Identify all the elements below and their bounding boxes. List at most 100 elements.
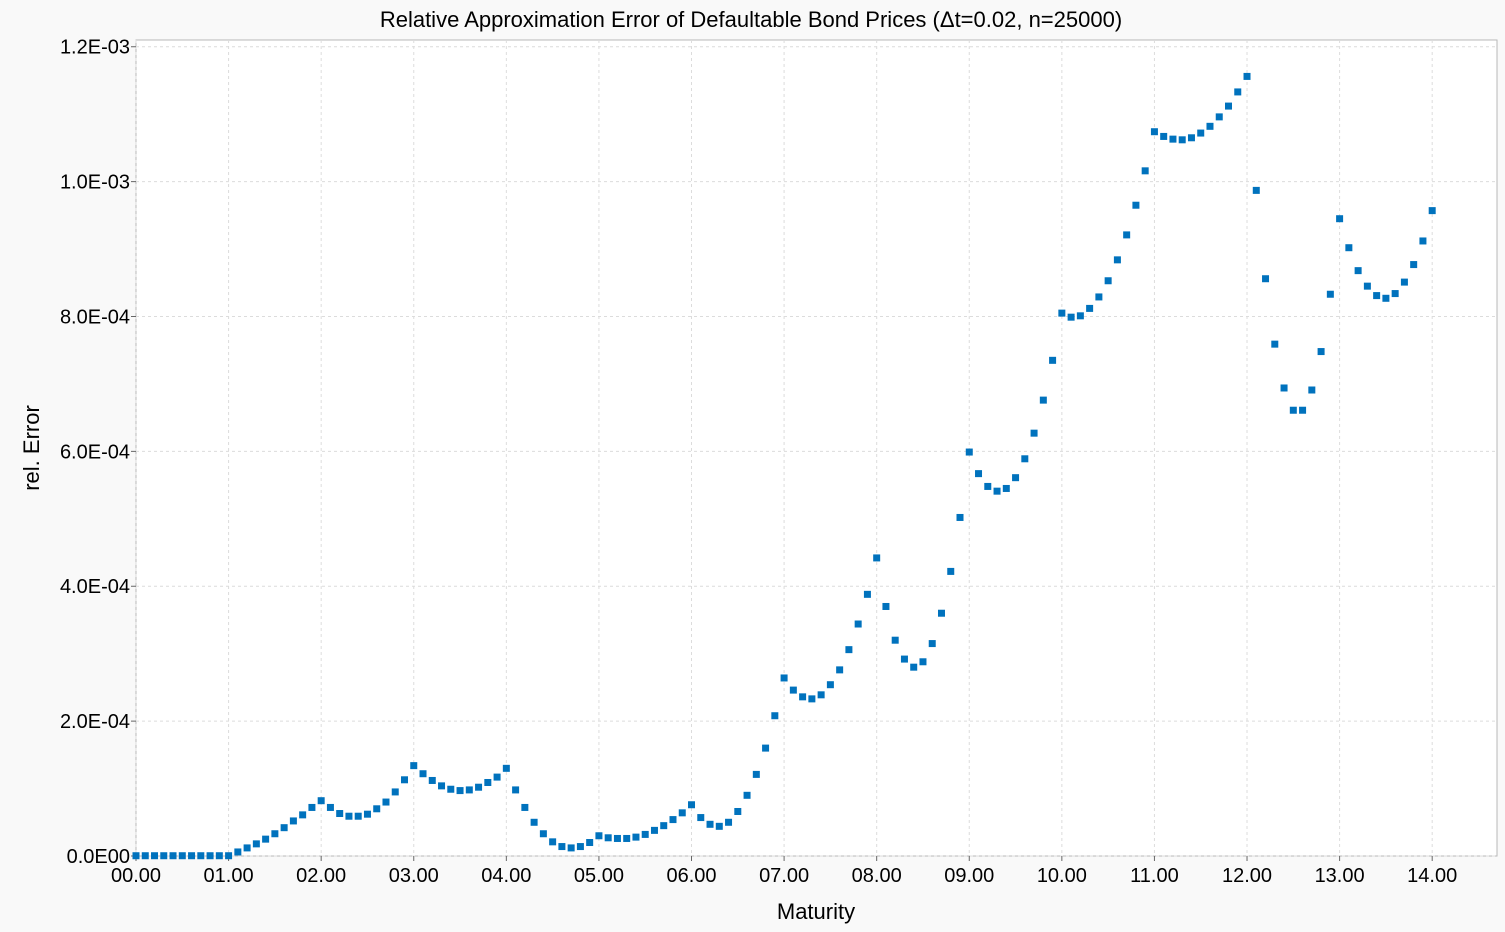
data-point xyxy=(1289,406,1297,414)
data-point xyxy=(512,786,520,794)
data-point xyxy=(475,783,483,791)
data-point xyxy=(280,824,288,832)
data-point xyxy=(271,830,279,838)
data-point xyxy=(1132,201,1140,209)
data-point xyxy=(1012,474,1020,482)
data-point xyxy=(1262,275,1270,283)
data-point xyxy=(808,695,816,703)
data-point xyxy=(1067,313,1075,321)
y-axis: 0.0E00 2.0E-04 4.0E-04 6.0E-04 8.0E-04 1.0E-0… xyxy=(60,37,136,868)
x-tick-label: 03.00 xyxy=(389,865,439,887)
data-point xyxy=(1215,113,1223,121)
data-point xyxy=(613,834,621,842)
data-point xyxy=(1428,207,1436,215)
data-point xyxy=(493,773,501,781)
data-point xyxy=(1169,135,1177,143)
x-tick-label: 13.00 xyxy=(1315,865,1365,887)
data-point xyxy=(660,822,668,830)
y-tick-label: 2.0E-04 xyxy=(60,711,130,733)
data-point xyxy=(1419,237,1427,245)
data-point xyxy=(1002,484,1010,492)
data-point xyxy=(382,798,390,806)
data-point xyxy=(1187,134,1195,142)
data-point xyxy=(1058,309,1066,317)
x-axis-label: Maturity xyxy=(777,899,855,924)
data-point xyxy=(1326,290,1334,298)
data-point xyxy=(317,797,325,805)
data-point xyxy=(1400,278,1408,286)
data-point xyxy=(1234,88,1242,96)
data-point xyxy=(549,838,557,846)
data-point xyxy=(410,762,418,770)
data-point xyxy=(354,812,362,820)
data-point xyxy=(252,840,260,848)
x-tick-label: 14.00 xyxy=(1407,865,1457,887)
data-point xyxy=(447,785,455,793)
x-tick-label: 08.00 xyxy=(852,865,902,887)
x-axis: 00.00 01.00 02.00 03.00 04.00 05.00 06.00 07.00… xyxy=(111,856,1457,887)
data-point xyxy=(206,852,214,860)
data-point xyxy=(188,852,196,860)
data-point xyxy=(363,810,371,818)
data-point xyxy=(752,770,760,778)
data-point xyxy=(539,830,547,838)
data-point xyxy=(956,513,964,521)
y-axis-label: rel. Error xyxy=(19,405,44,491)
data-point xyxy=(1160,132,1168,140)
data-point xyxy=(502,764,510,772)
x-tick-label: 07.00 xyxy=(759,865,809,887)
data-point xyxy=(1336,215,1344,223)
data-point xyxy=(160,852,168,860)
data-point xyxy=(1308,386,1316,394)
chart-title: Relative Approximation Error of Defaulta… xyxy=(380,7,1122,32)
x-tick-label: 04.00 xyxy=(481,865,531,887)
data-point xyxy=(262,835,270,843)
y-tick-label: 1.2E-03 xyxy=(60,37,130,59)
y-tick-label: 6.0E-04 xyxy=(60,441,130,463)
data-point xyxy=(762,744,770,752)
data-point xyxy=(1113,256,1121,264)
data-point xyxy=(789,686,797,694)
data-point xyxy=(1049,356,1057,364)
x-tick-label: 06.00 xyxy=(666,865,716,887)
x-tick-label: 05.00 xyxy=(574,865,624,887)
data-point xyxy=(308,803,316,811)
data-point xyxy=(465,786,473,794)
data-point xyxy=(438,782,446,790)
data-point xyxy=(1363,282,1371,290)
data-point xyxy=(428,776,436,784)
data-point xyxy=(623,834,631,842)
x-tick-label: 12.00 xyxy=(1222,865,1272,887)
data-point xyxy=(1021,455,1029,463)
data-point xyxy=(373,805,381,813)
data-series xyxy=(132,72,1436,860)
data-point xyxy=(299,811,307,819)
data-point xyxy=(688,801,696,809)
data-point xyxy=(706,820,714,828)
data-point xyxy=(1252,186,1260,194)
data-point xyxy=(1317,348,1325,356)
y-tick-label: 8.0E-04 xyxy=(60,306,130,328)
data-point xyxy=(799,693,807,701)
data-point xyxy=(132,852,140,860)
data-point xyxy=(697,814,705,822)
data-point xyxy=(484,778,492,786)
x-tick-label: 09.00 xyxy=(944,865,994,887)
data-point xyxy=(1178,136,1186,144)
data-point xyxy=(456,787,464,795)
data-point xyxy=(1206,122,1214,130)
data-point xyxy=(965,448,973,456)
data-point xyxy=(336,810,344,818)
data-point xyxy=(632,833,640,841)
data-point xyxy=(234,848,242,856)
x-tick-label: 02.00 xyxy=(296,865,346,887)
data-point xyxy=(1086,304,1094,312)
data-point xyxy=(289,817,297,825)
data-point xyxy=(567,844,575,852)
data-point xyxy=(595,832,603,840)
data-point xyxy=(1373,292,1381,300)
data-point xyxy=(771,712,779,720)
data-point xyxy=(1382,294,1390,302)
data-point xyxy=(984,482,992,490)
